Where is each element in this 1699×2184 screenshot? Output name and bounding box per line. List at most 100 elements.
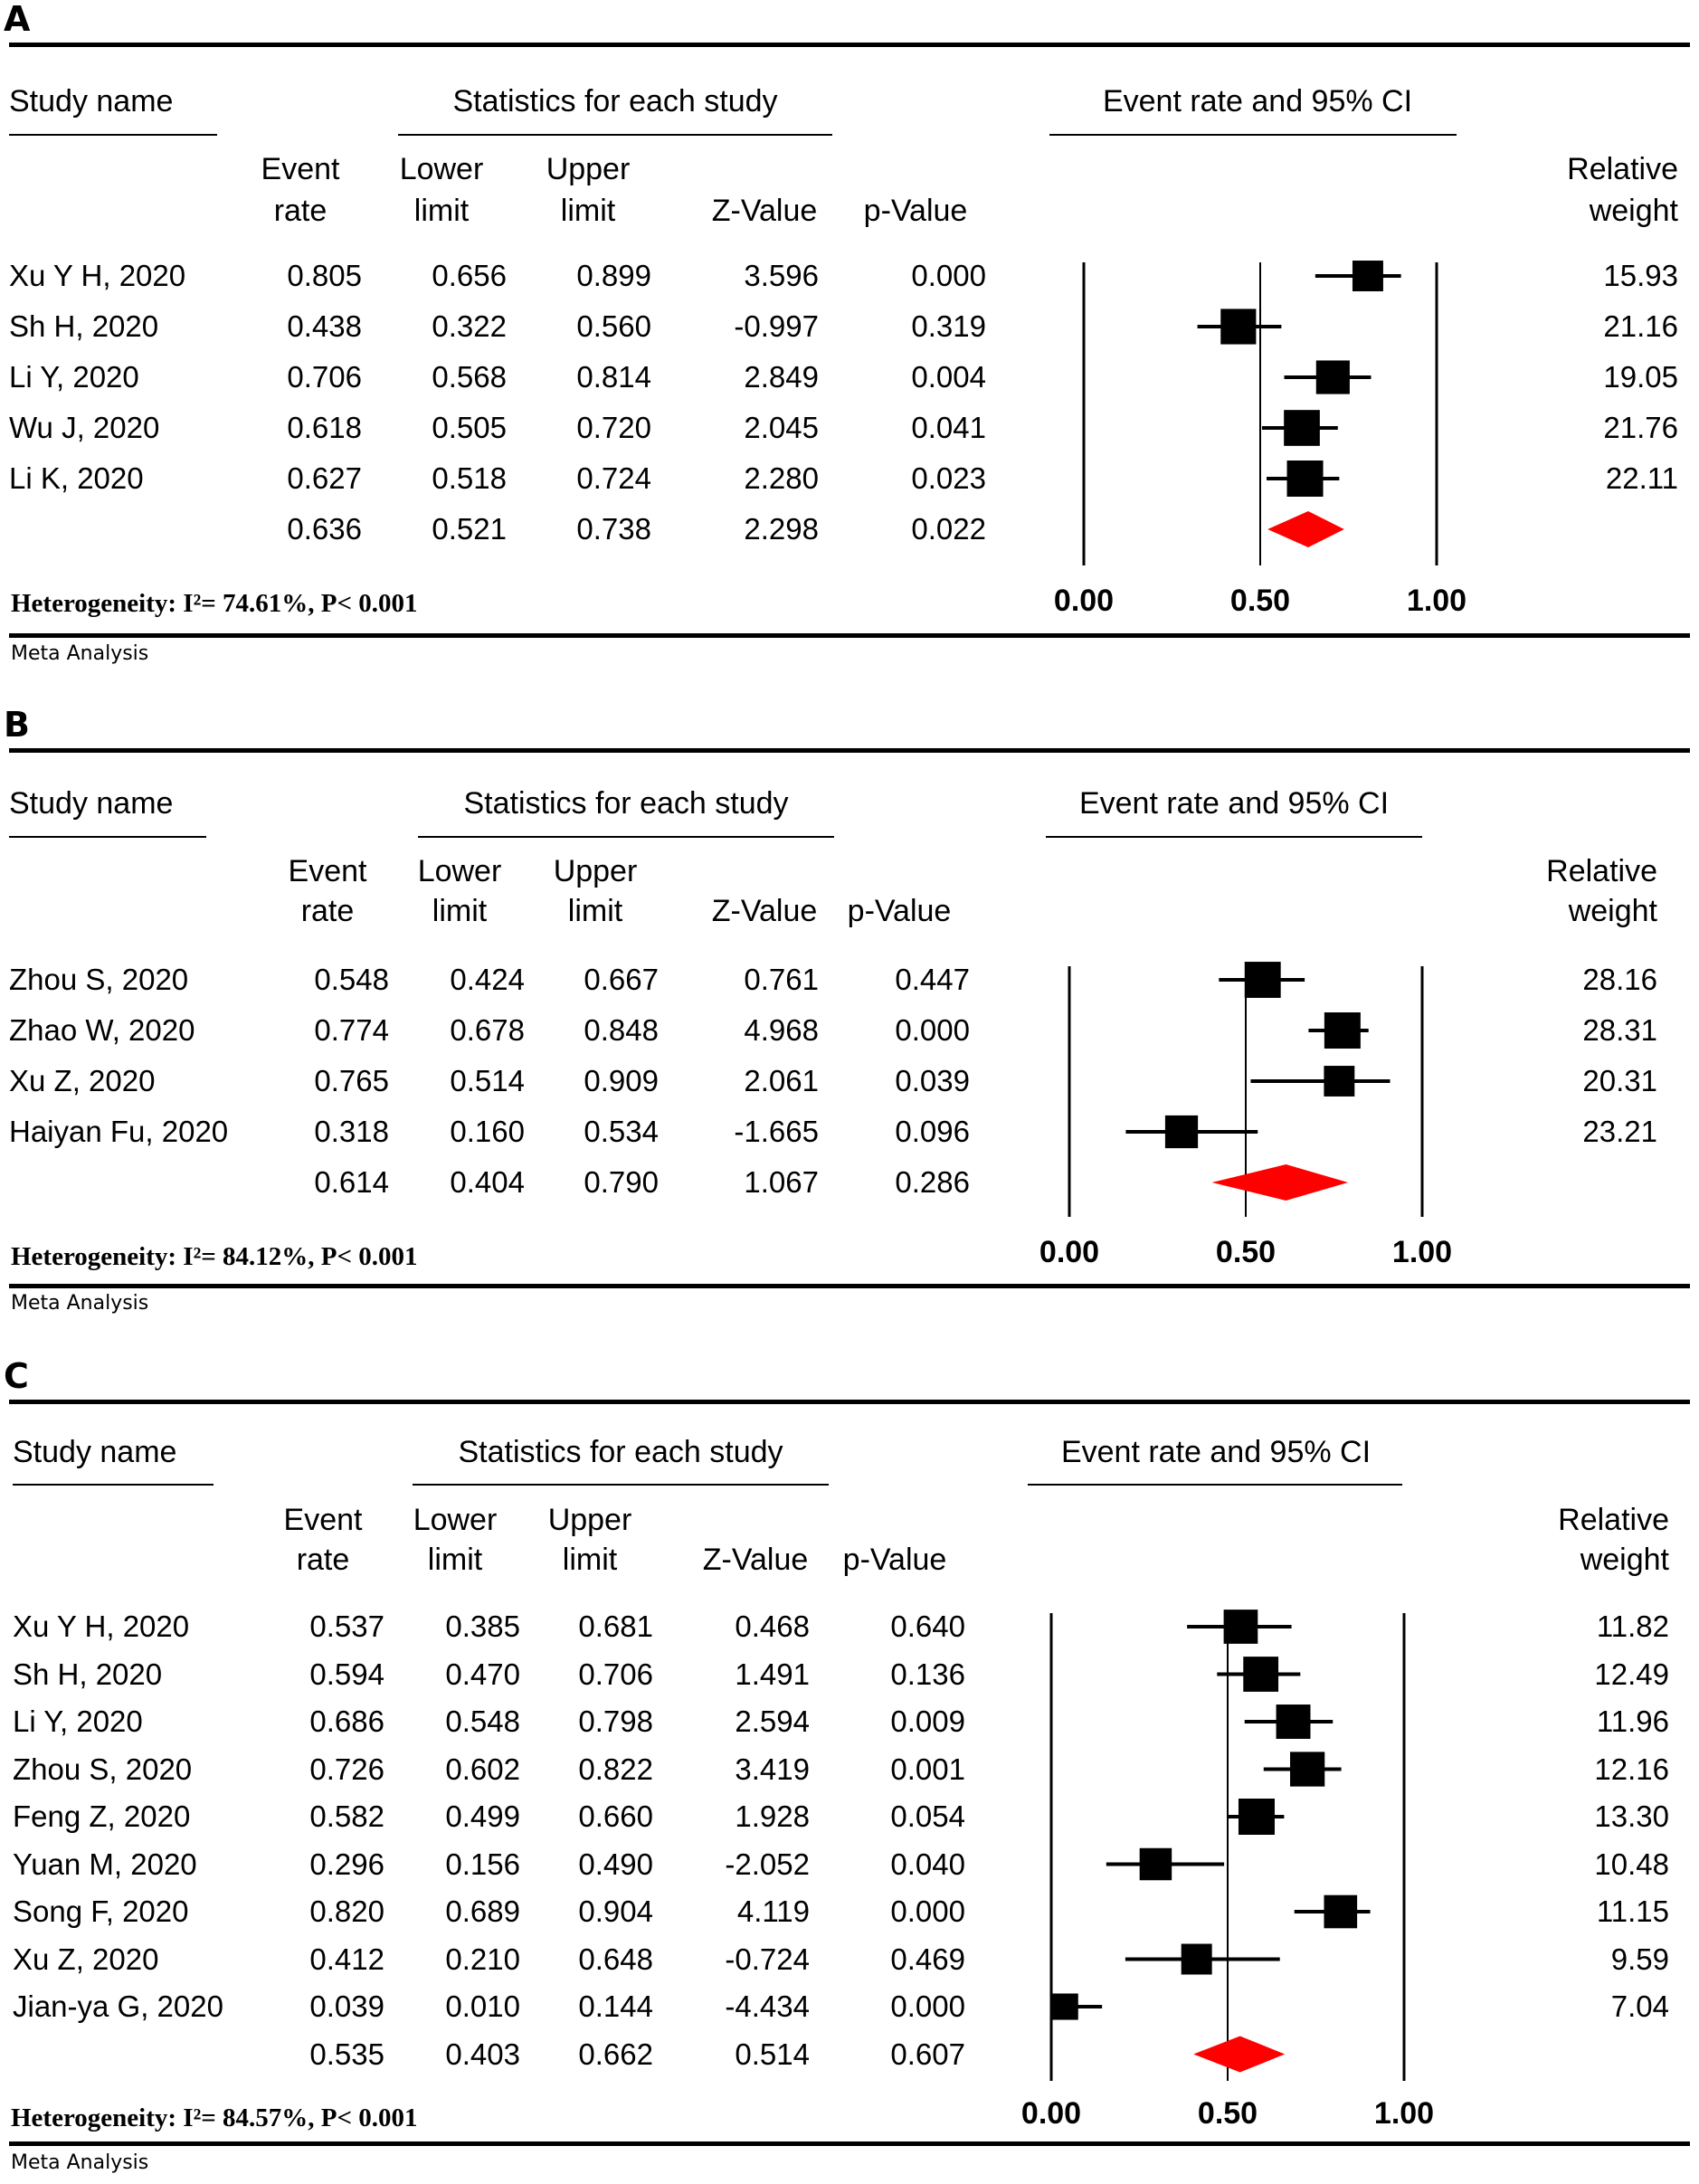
cell-event-rate: 0.594: [309, 1657, 384, 1691]
x-tick-label: 1.00: [1374, 2096, 1434, 2131]
meta-analysis-caption: Meta Analysis: [11, 642, 149, 665]
study-name: Xu Z, 2020: [13, 1942, 159, 1976]
x-tick-label: 0.00: [1039, 1235, 1099, 1269]
cell-p-value: 0.001: [890, 1752, 965, 1786]
cell-upper-limit: 0.798: [578, 1704, 653, 1738]
heterogeneity-note: Heterogeneity: I²= 84.57%, P< 0.001: [11, 2103, 418, 2132]
cell-z-value: 2.594: [735, 1704, 810, 1738]
study-name: Xu Z, 2020: [9, 1064, 156, 1097]
cell-upper-limit: 0.560: [576, 309, 651, 343]
x-tick-label: 0.50: [1216, 1235, 1276, 1269]
cell-upper-limit: 0.790: [584, 1165, 659, 1199]
cell-lower-limit: 0.424: [450, 963, 525, 996]
study-marker: [1276, 1704, 1311, 1739]
study-name: Zhao W, 2020: [9, 1013, 195, 1047]
cell-p-value: 0.640: [890, 1610, 965, 1643]
cell-event-rate: 0.805: [287, 259, 362, 292]
cell-relative-weight: 23.21: [1582, 1115, 1657, 1148]
study-name: Haiyan Fu, 2020: [9, 1115, 229, 1148]
cell-upper-limit: 0.667: [584, 963, 659, 996]
panel-label: A: [4, 0, 31, 39]
top-rule: [9, 748, 1690, 753]
cell-event-rate: 0.412: [309, 1942, 384, 1976]
cell-relative-weight: 28.31: [1582, 1013, 1657, 1047]
study-marker: [1324, 1894, 1358, 1929]
cell-upper-limit: 0.814: [576, 360, 651, 394]
cell-z-value: -0.724: [725, 1942, 810, 1976]
cell-upper-limit: 0.662: [578, 2037, 653, 2071]
study-marker: [1181, 1943, 1212, 1975]
x-tick-label: 0.00: [1021, 2096, 1081, 2131]
study-marker: [1352, 261, 1383, 291]
x-tick-label: 1.00: [1407, 584, 1466, 618]
cell-p-value: 0.000: [911, 259, 986, 292]
cell-lower-limit: 0.656: [432, 259, 507, 292]
cell-lower-limit: 0.568: [432, 360, 507, 394]
cell-z-value: 2.045: [744, 411, 819, 444]
meta-analysis-caption: Meta Analysis: [11, 1292, 149, 1315]
cell-lower-limit: 0.010: [445, 1989, 520, 2023]
col-header-relative: Relative: [1558, 1503, 1669, 1537]
cell-lower-limit: 0.403: [445, 2037, 520, 2071]
cell-relative-weight: 11.82: [1596, 1610, 1669, 1643]
cell-p-value: 0.319: [911, 309, 986, 343]
cell-event-rate: 0.438: [287, 309, 362, 343]
pooled-diamond: [1267, 511, 1344, 547]
study-marker: [1286, 461, 1324, 497]
study-marker: [1290, 1752, 1325, 1787]
cell-relative-weight: 22.11: [1605, 461, 1678, 495]
cell-upper-limit: 0.720: [576, 411, 651, 444]
heterogeneity-note: Heterogeneity: I²= 74.61%, P< 0.001: [11, 589, 418, 618]
study-marker: [1244, 962, 1281, 998]
cell-relative-weight: 21.76: [1603, 411, 1678, 444]
cell-z-value: 1.491: [735, 1657, 810, 1691]
study-name: Li K, 2020: [9, 461, 144, 495]
col-header-p-value: p-Value: [863, 194, 968, 228]
cell-event-rate: 0.627: [287, 461, 362, 495]
study-name: Song F, 2020: [13, 1894, 189, 1928]
study-name: Xu Y H, 2020: [13, 1610, 190, 1643]
col-header-z-value: Z-Value: [711, 894, 818, 928]
col-header-upper: Upper: [546, 152, 631, 186]
cell-event-rate: 0.296: [309, 1847, 384, 1881]
study-name: Zhou S, 2020: [13, 1752, 193, 1786]
col-header-lower: Lower: [413, 1503, 498, 1537]
cell-upper-limit: 0.706: [578, 1657, 653, 1691]
study-marker: [1238, 1799, 1275, 1835]
cell-upper-limit: 0.724: [576, 461, 651, 495]
col-header-p-value: p-Value: [842, 1543, 947, 1577]
cell-event-rate: 0.618: [287, 411, 362, 444]
cell-relative-weight: 20.31: [1582, 1064, 1657, 1097]
cell-relative-weight: 15.93: [1603, 259, 1678, 292]
cell-upper-limit: 0.899: [576, 259, 651, 292]
cell-z-value: -4.434: [725, 1989, 810, 2023]
col-header-weight: weight: [1589, 194, 1678, 228]
cell-event-rate: 0.636: [287, 512, 362, 546]
cell-event-rate: 0.820: [309, 1894, 384, 1928]
cell-upper-limit: 0.648: [578, 1942, 653, 1976]
top-rule: [9, 1400, 1690, 1404]
cell-z-value: 2.298: [744, 512, 819, 546]
study-marker: [1243, 1657, 1279, 1692]
cell-upper-limit: 0.144: [578, 1989, 653, 2023]
meta-analysis-caption: Meta Analysis: [11, 2151, 149, 2174]
cell-upper-limit: 0.490: [578, 1847, 653, 1881]
cell-event-rate: 0.582: [309, 1799, 384, 1833]
panel-label: B: [4, 705, 30, 745]
cell-relative-weight: 28.16: [1582, 963, 1657, 996]
cell-lower-limit: 0.470: [445, 1657, 520, 1691]
underline-plot-title: [1049, 134, 1457, 136]
cell-upper-limit: 0.660: [578, 1799, 653, 1833]
cell-p-value: 0.469: [890, 1942, 965, 1976]
header-statistics: Statistics for each study: [458, 1435, 783, 1469]
header-statistics: Statistics for each study: [463, 786, 789, 821]
cell-p-value: 0.000: [890, 1989, 965, 2023]
underline-plot-title: [1028, 1484, 1402, 1486]
study-name: Yuan M, 2020: [13, 1847, 197, 1881]
cell-lower-limit: 0.499: [445, 1799, 520, 1833]
col-header-upper: Upper: [553, 854, 638, 888]
cell-z-value: 2.849: [744, 360, 819, 394]
